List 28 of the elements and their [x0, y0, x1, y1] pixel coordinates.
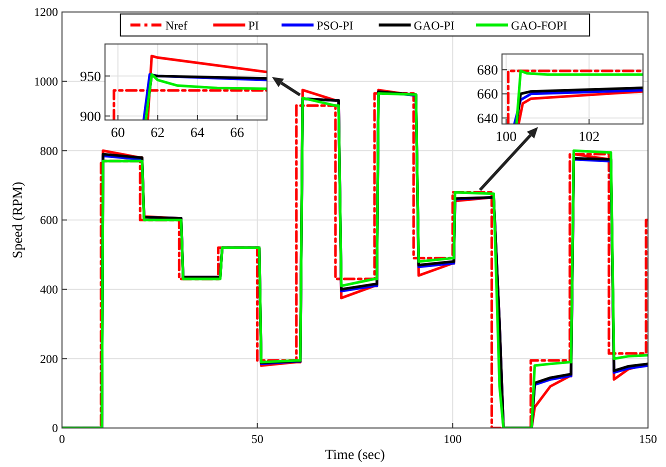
y-tick-label: 660 [477, 88, 498, 103]
legend-label: PSO-PI [316, 18, 354, 32]
y-tick-label: 200 [40, 352, 58, 366]
y-tick-label: 680 [477, 64, 498, 79]
y-tick-label: 1000 [34, 74, 58, 89]
legend-label: GAO-FOPI [511, 18, 568, 32]
x-tick-label: 62 [150, 126, 165, 141]
legend-label: GAO-PI [414, 18, 454, 32]
y-axis-title: Speed (RPM) [11, 181, 26, 258]
x-axis-title: Time (sec) [325, 448, 386, 463]
x-tick-label: 100 [496, 130, 517, 145]
x-tick-label: 60 [110, 126, 125, 141]
y-tick-label: 800 [40, 144, 58, 158]
x-tick-label: 50 [251, 432, 264, 446]
y-tick-label: 1200 [34, 5, 58, 20]
legend-label: Nref [165, 18, 188, 32]
y-tick-label: 950 [80, 70, 101, 85]
y-tick-label: 400 [40, 282, 58, 297]
x-tick-label: 66 [230, 126, 244, 141]
y-tick-label: 600 [40, 213, 58, 228]
x-tick-label: 150 [639, 432, 657, 446]
legend-label: PI [248, 18, 259, 32]
x-tick-label: 64 [190, 126, 204, 141]
x-tick-label: 100 [444, 432, 462, 446]
y-tick-label: 900 [80, 110, 101, 125]
y-tick-label: 0 [52, 421, 58, 436]
y-tick-label: 640 [477, 112, 498, 127]
x-tick-label: 102 [578, 130, 600, 145]
